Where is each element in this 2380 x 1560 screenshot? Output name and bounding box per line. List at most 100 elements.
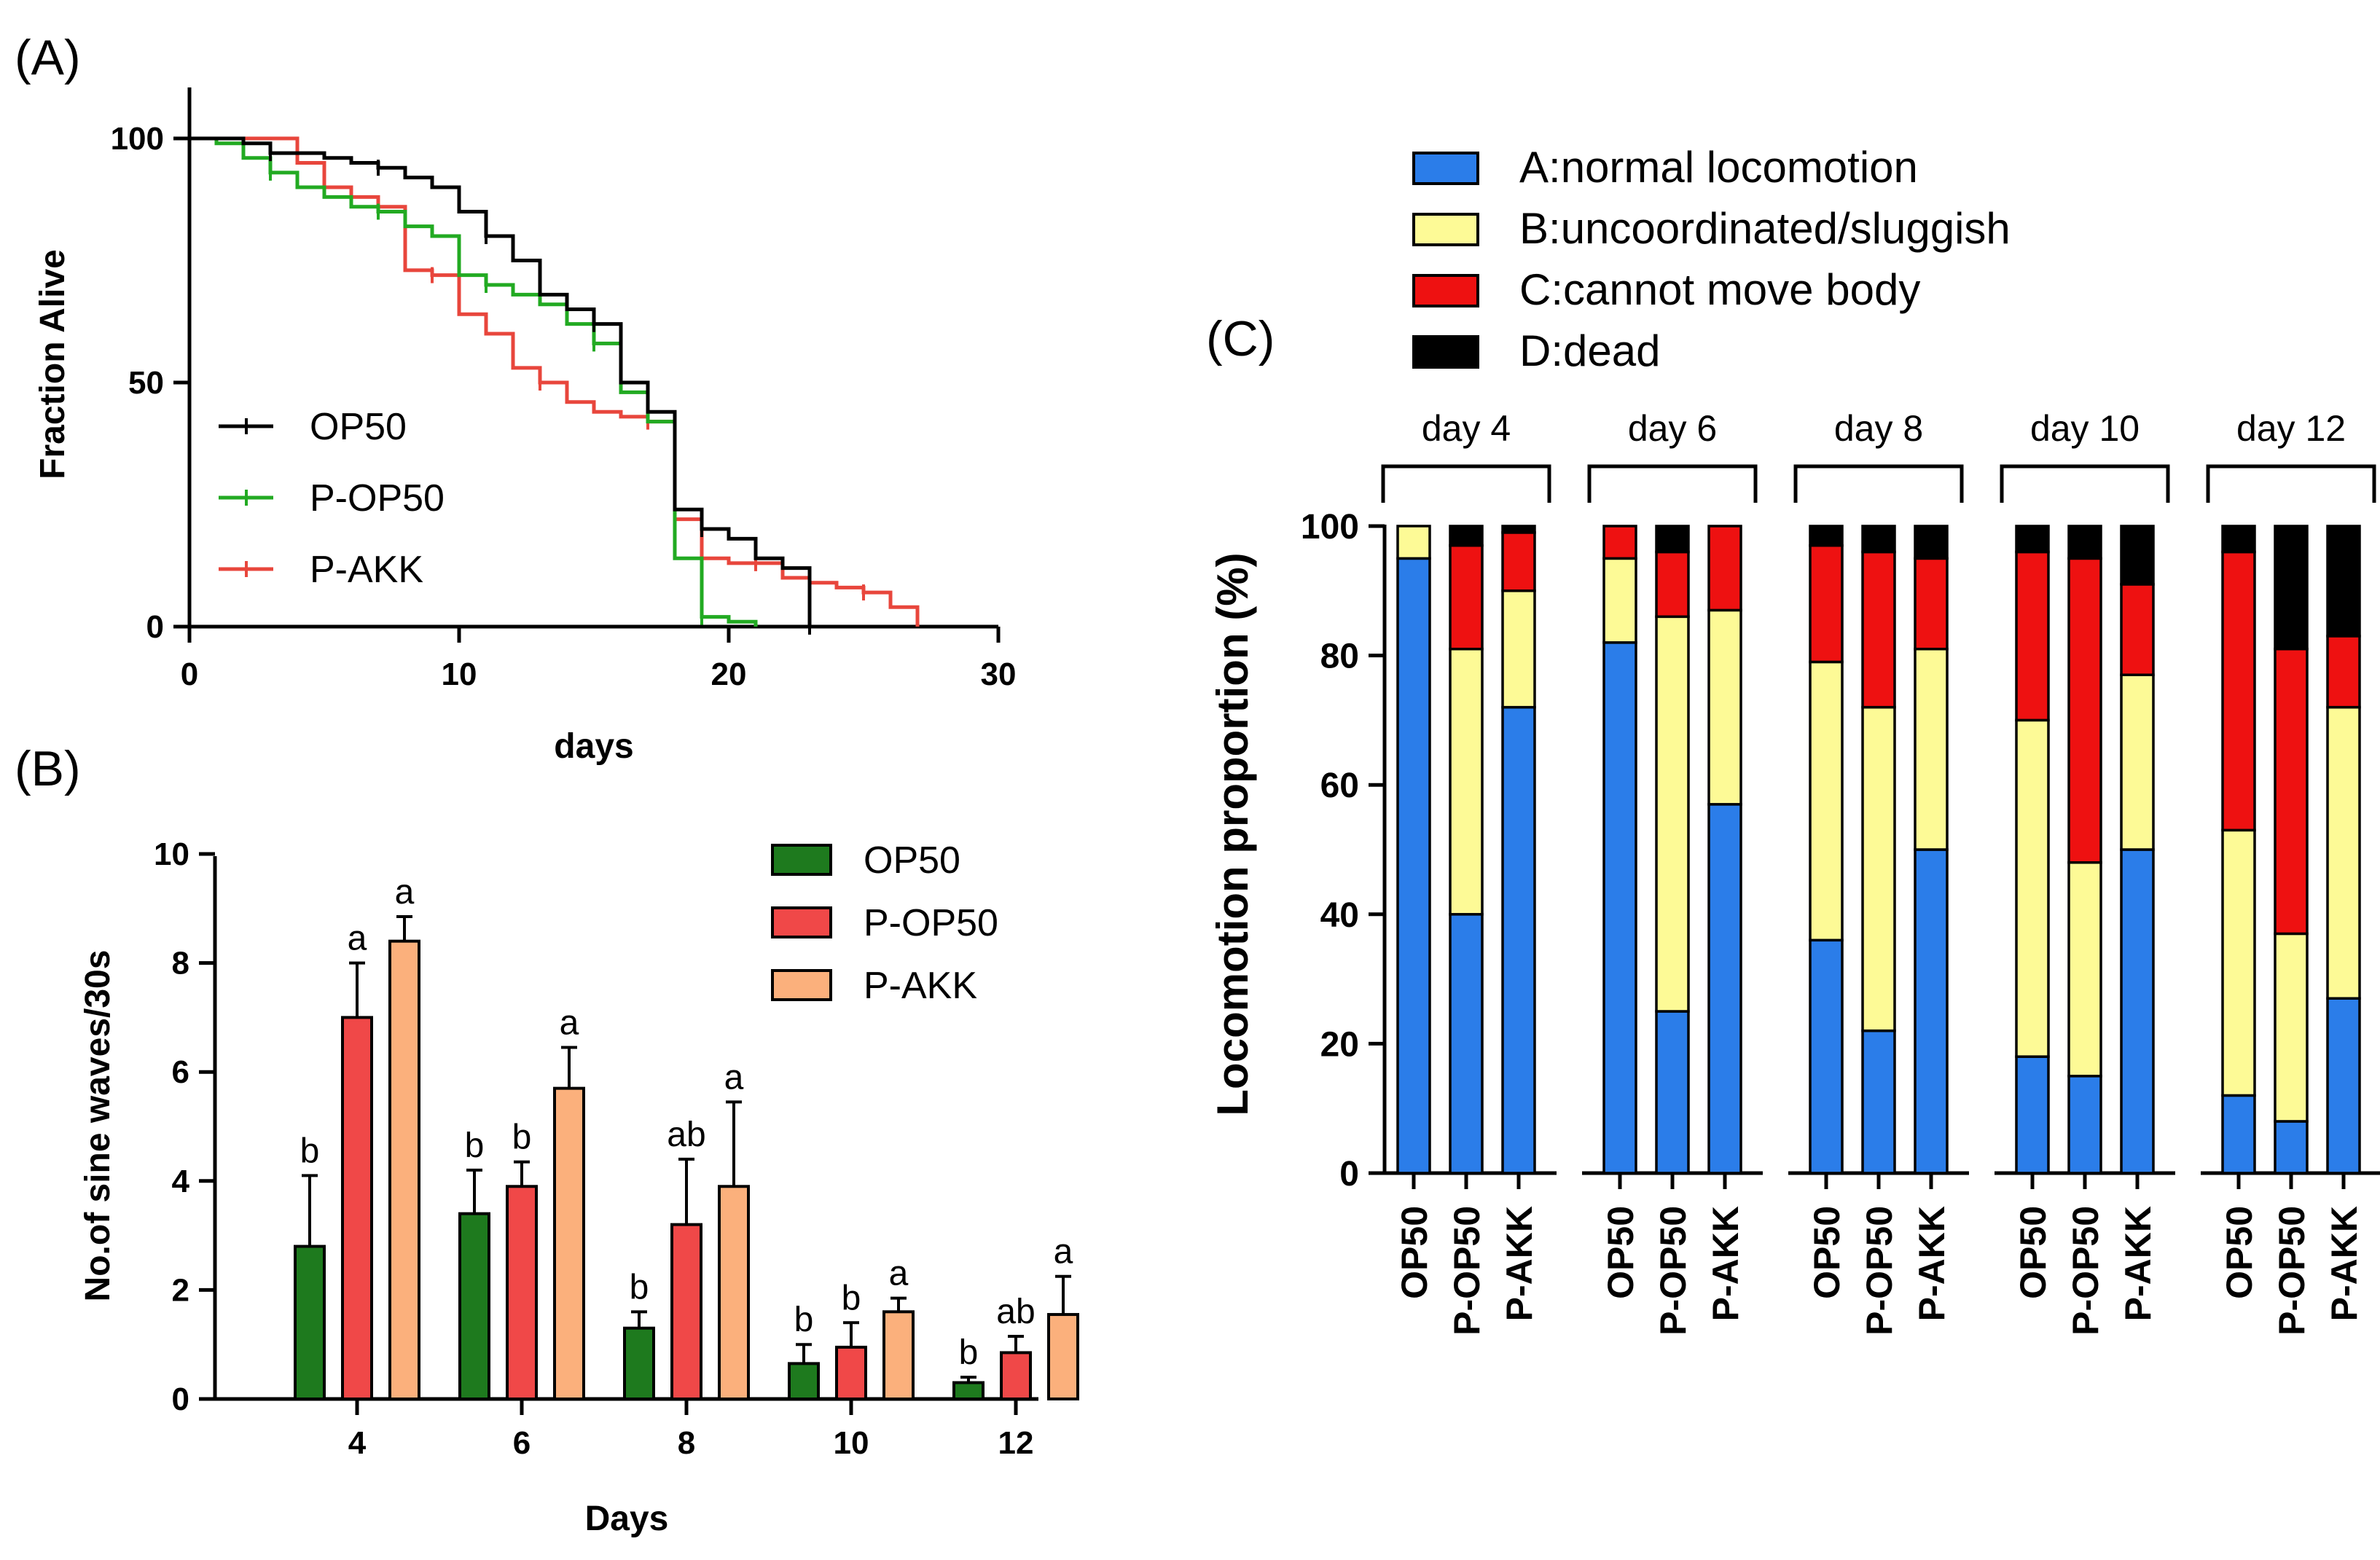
stacked-segment-b [2221,828,2256,1097]
bar-p-op50 [506,1185,538,1401]
group-bracket [1793,464,1964,503]
stacked-segment-b [2120,673,2155,851]
panel-a-x-tick-label: 30 [981,656,1017,692]
stacked-segment-c [2120,583,2155,676]
panel-a-legend-label: P-AKK [310,549,423,591]
stacked-segment-c [1655,550,1690,619]
panel-a-y-axis-title: Fraction Alive [34,249,72,479]
stacked-segment-d [2326,525,2361,638]
bar-op50 [294,1245,326,1401]
significance-letter: a [560,1004,579,1043]
group-bracket [1587,464,1758,503]
panel-b-y-axis-title: No.of sine waves/30s [79,950,117,1302]
panel-a-y-tick-label: 100 [111,121,164,157]
stacked-segment-b [1655,615,1690,1013]
panel-b-y-tick-label: 6 [172,1054,189,1090]
panel-a-legend-label: OP50 [310,406,407,448]
panel-b-y-tick-label: 0 [172,1381,189,1417]
panel-a-x-tick-label: 10 [442,656,477,692]
stacked-segment-b [1449,647,1484,916]
panel-b-y-tick-label: 4 [172,1164,190,1199]
panel-c-stacked-chart: (C) Locomotion proportion (%) A:normal l… [1206,143,2380,1336]
group-label: day 6 [1628,408,1717,449]
stacked-segment-d [1809,525,1844,547]
bar-p-akk [388,939,420,1401]
panel-b-x-tick-label: 10 [834,1425,869,1461]
stacked-segment-a [2015,1055,2050,1175]
significance-letter: ab [996,1293,1035,1331]
panel-c-x-tick-label: OP50 [2013,1206,2054,1299]
panel-c-x-tick-label: P-OP50 [2065,1206,2106,1336]
stacked-segment-b [1914,647,1949,851]
stacked-segment-c [1707,525,1742,612]
bar-p-akk [1047,1313,1079,1401]
panel-c-y-tick-label: 40 [1320,896,1359,935]
panel-a-y-tick-label: 0 [146,609,164,645]
panel-c-x-tick-label: OP50 [1394,1206,1435,1299]
group-label: day 8 [1834,408,1923,449]
stacked-segment-c [1501,531,1536,592]
panel-c-label: (C) [1206,311,1275,367]
panel-c-x-tick-label: OP50 [1600,1206,1641,1299]
stacked-segment-a [1602,641,1637,1175]
stacked-segment-a [1655,1010,1690,1175]
stacked-segment-a [2326,997,2361,1175]
panel-c-legend-label: D:dead [1519,326,1660,375]
panel-a-survival-chart: (A) Fraction Alive days 0 10 20 30 0 50 100 OP… [15,30,1016,766]
stacked-segment-b [2015,718,2050,1058]
panel-c-x-tick-label: P-OP50 [1859,1206,1900,1336]
panel-a-x-tick-label: 0 [181,656,198,692]
stacked-segment-d [2120,525,2155,586]
panel-c-x-tick-label: OP50 [2219,1206,2260,1299]
panel-a-x-tick-label: 20 [711,656,747,692]
stacked-segment-d [1449,525,1484,547]
panel-c-x-tick-label: P-OP50 [2271,1206,2312,1336]
bar-p-op50 [1000,1351,1032,1401]
legend-swatch [771,906,832,938]
stacked-segment-c [1861,550,1896,709]
panel-c-y-tick-label: 60 [1320,767,1359,805]
bar-p-akk [882,1310,915,1400]
survival-line-p-akk [189,136,920,627]
significance-letter: a [1054,1233,1073,1271]
group-bracket [1381,464,1551,503]
bar-p-akk [553,1086,585,1400]
panel-c-y-axis-title: Locomotion proportion (%) [1208,552,1257,1116]
stacked-segment-d [1914,525,1949,560]
stacked-segment-b [2274,932,2309,1123]
panel-c-x-tick-label: P-AKK [2118,1206,2158,1321]
group-label: day 4 [1422,408,1511,449]
significance-letter: b [465,1126,485,1165]
panel-c-legend-label: C:cannot move body [1519,265,1920,314]
legend-swatch [1412,335,1479,369]
bar-op50 [623,1326,655,1401]
panel-c-y-tick-label: 0 [1339,1155,1359,1193]
stacked-segment-d [1861,525,1896,554]
panel-c-y-tick-label: 80 [1320,638,1359,676]
stacked-segment-a [1707,803,1742,1175]
panel-c-x-tick-label: P-AKK [1705,1206,1746,1321]
legend-swatch [1412,152,1479,185]
stacked-segment-a [2120,848,2155,1175]
significance-letter: b [630,1268,649,1306]
stacked-segment-c [1809,544,1844,664]
stacked-segment-a [1809,938,1844,1175]
panel-b-y-tick-label: 8 [172,946,189,981]
bar-p-op50 [835,1345,867,1400]
stacked-segment-c [2221,550,2256,832]
stacked-segment-c [1914,557,1949,651]
bar-op50 [952,1381,985,1401]
panel-b-label: (B) [15,741,81,796]
group-bracket [2000,464,2170,503]
significance-letter: ab [667,1116,705,1154]
stacked-segment-c [1602,525,1637,560]
stacked-segment-d [2221,525,2256,554]
stacked-segment-a [1914,848,1949,1175]
significance-letter: b [842,1279,861,1317]
panel-b-legend-label: P-OP50 [864,902,998,944]
bar-p-akk [718,1185,750,1401]
panel-b-x-tick-label: 4 [348,1425,367,1461]
significance-letter: b [300,1132,320,1170]
legend-swatch [771,844,832,876]
